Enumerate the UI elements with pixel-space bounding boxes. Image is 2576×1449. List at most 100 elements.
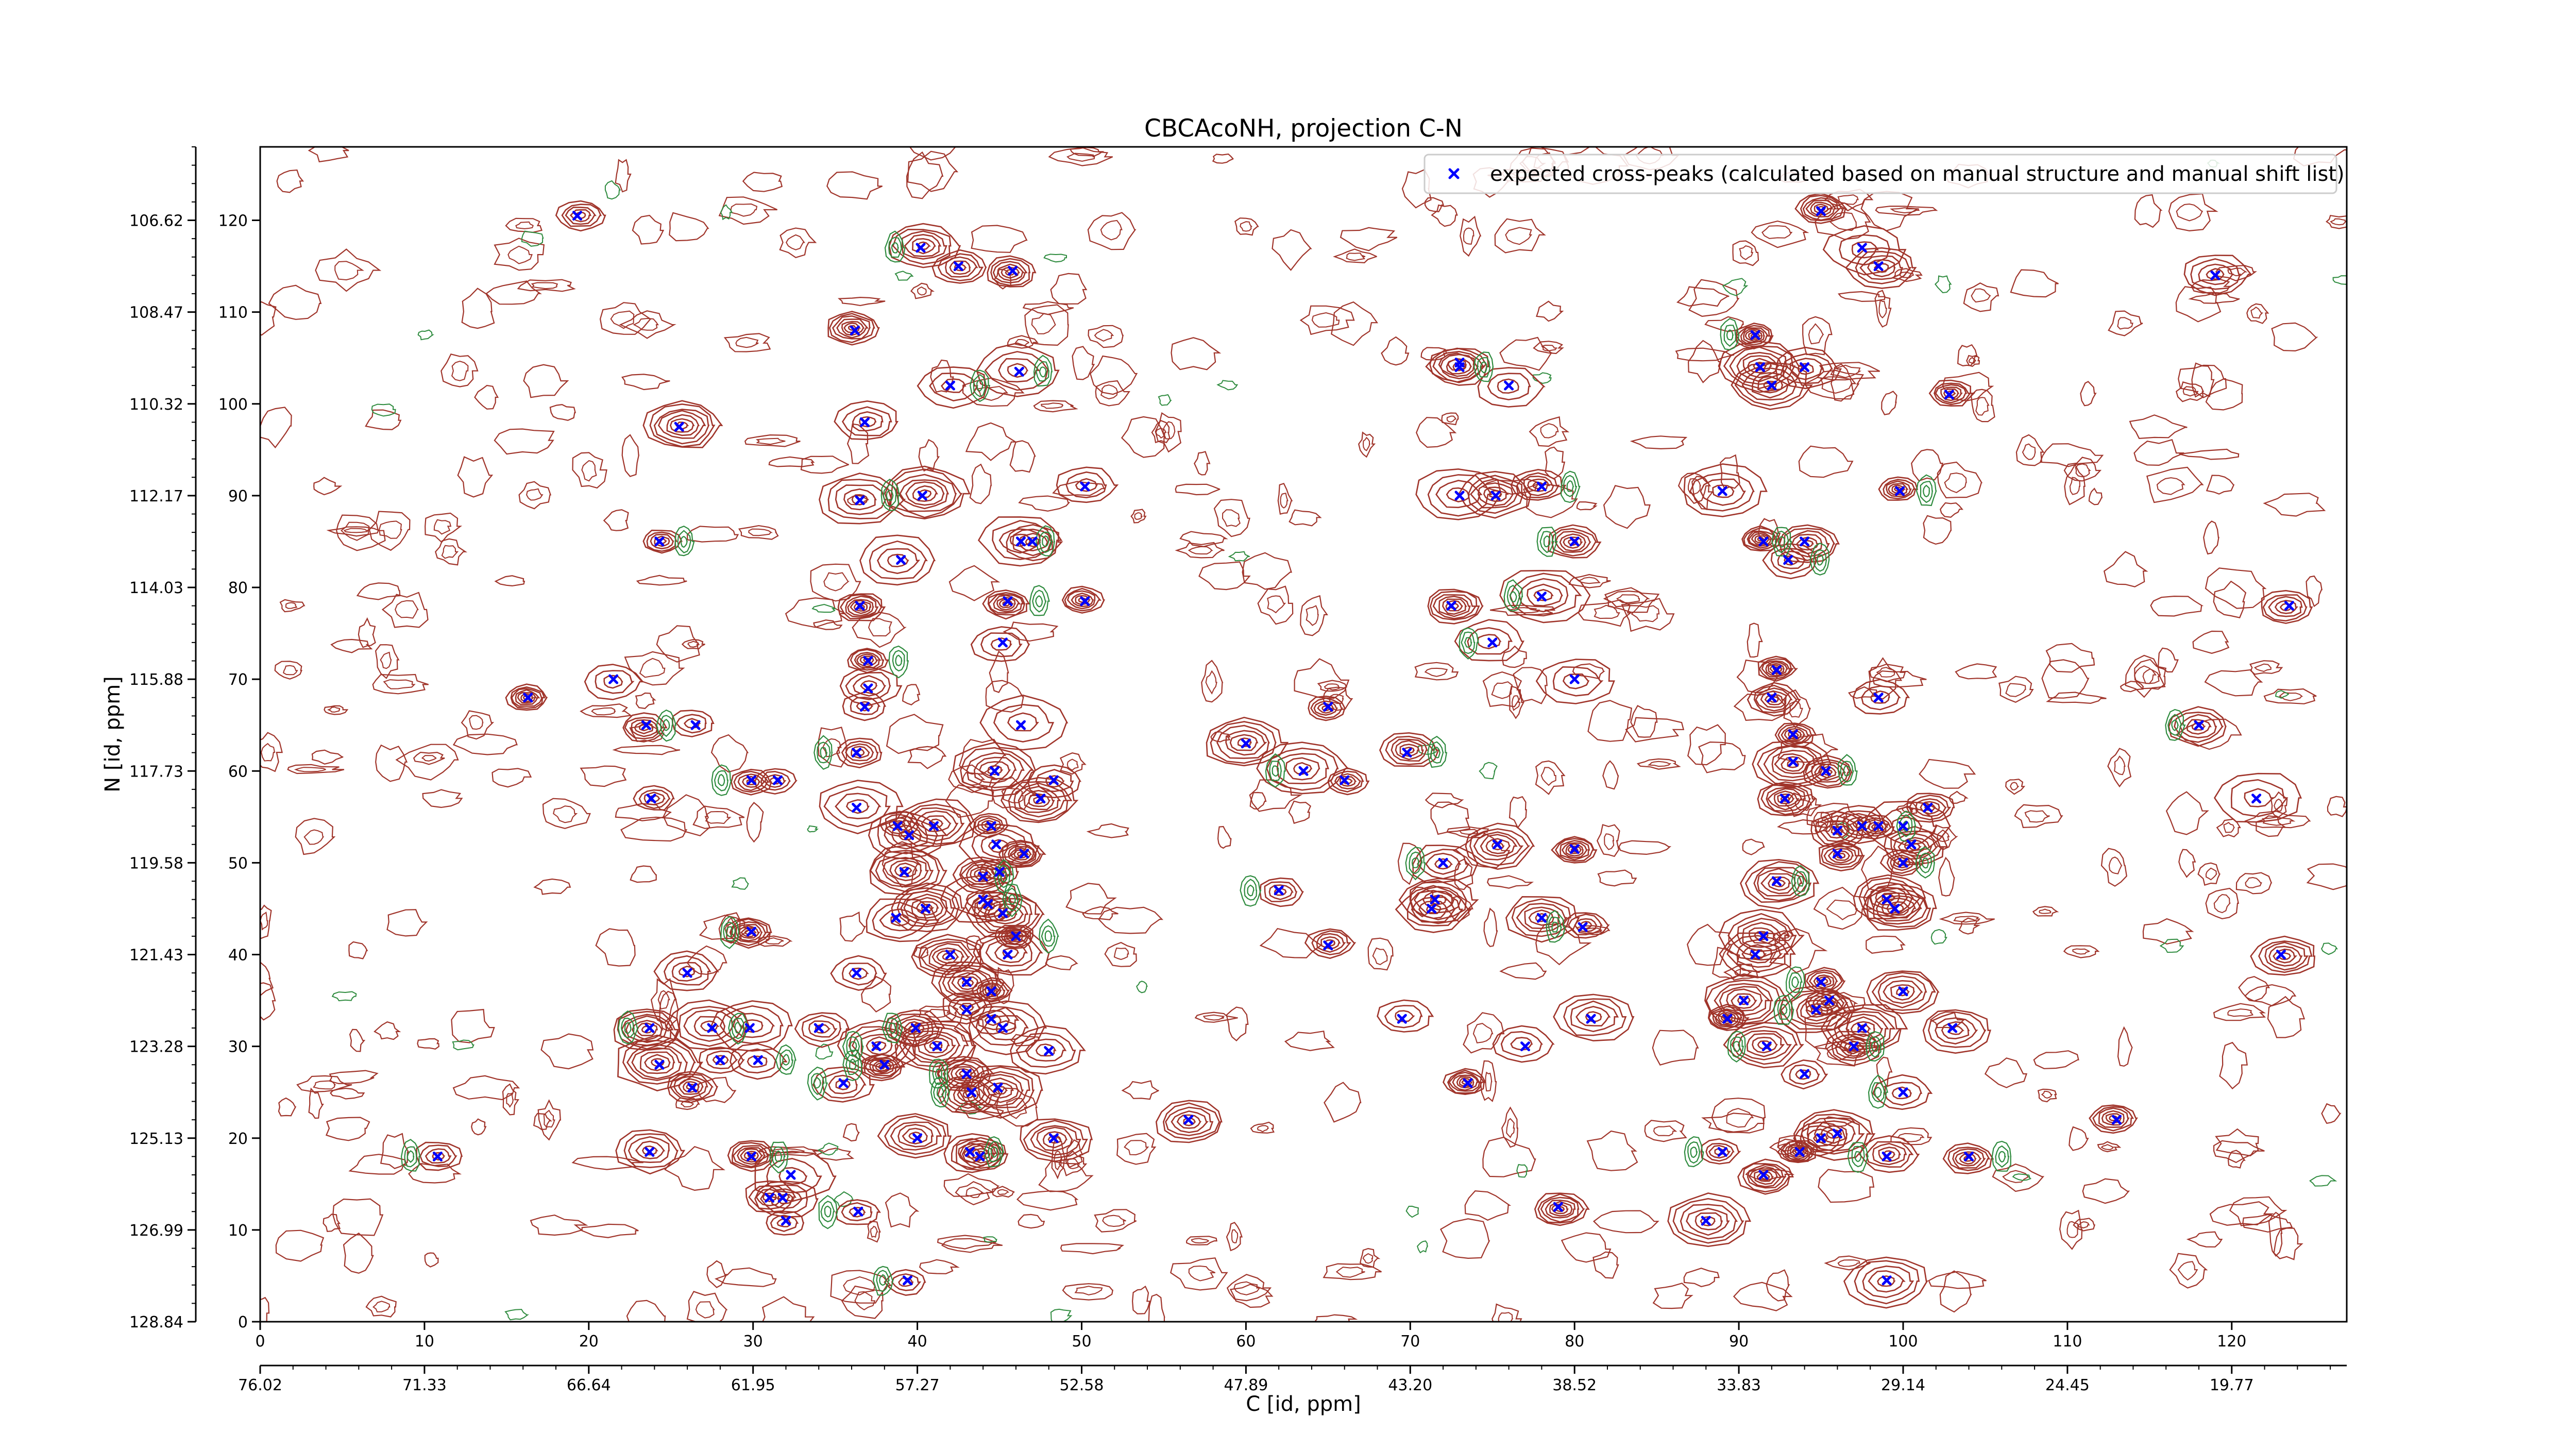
noise-contour (1031, 313, 1056, 334)
cross-peak-marker (1816, 1133, 1826, 1143)
noise-contour (2274, 798, 2284, 812)
noise-contour (1576, 501, 1598, 511)
y-index-tick-label: 40 (228, 947, 248, 965)
cross-peak-marker (921, 903, 930, 914)
noise-contour (1506, 1118, 1515, 1138)
negative-contour (1868, 1036, 1882, 1058)
peak-contour (1317, 703, 1334, 714)
peak-contour (1438, 352, 1475, 377)
noise-contour (2073, 1218, 2096, 1232)
noise-contour (621, 374, 670, 391)
peak-contour (911, 934, 982, 979)
peak-contour (1736, 939, 1783, 968)
cross-peak-marker (1873, 693, 1884, 703)
negative-contour (1029, 585, 1050, 616)
peak-contour (1872, 1074, 1933, 1110)
peak-contour (2244, 788, 2274, 807)
peak-contour (832, 315, 871, 340)
noise-contour (1712, 947, 1742, 980)
noise-contour (507, 245, 533, 264)
peak-contour (2098, 1107, 2130, 1128)
peak-contour (899, 479, 950, 510)
noise-contour (549, 403, 577, 421)
noise-contour (1242, 552, 1292, 590)
negative-contour (1771, 527, 1792, 557)
peak-contour (1483, 486, 1509, 502)
negative-contour (720, 916, 740, 949)
noise-contour (1875, 206, 1938, 216)
peak-contour (1752, 1036, 1778, 1054)
peak-contour (1774, 753, 1811, 774)
cross-peak-marker (1816, 206, 1826, 216)
peak-contour (1427, 588, 1484, 625)
peak-contour (664, 955, 711, 986)
cross-peak-marker (608, 674, 619, 684)
noise-contour (2142, 918, 2194, 945)
noise-contour (1948, 790, 1969, 804)
negative-contour (1269, 761, 1282, 781)
peak-contour (667, 1071, 719, 1103)
noise-contour (2100, 848, 2127, 887)
peak-contour (1395, 740, 1424, 761)
noise-contour (1687, 923, 1732, 966)
x-index-tick-label: 30 (743, 1333, 763, 1351)
noise-contour (1100, 220, 1123, 241)
cross-peak-marker (965, 1147, 975, 1157)
peak-contour (1859, 1135, 1920, 1173)
y-index-tick-label: 100 (218, 396, 248, 414)
noise-contour (639, 658, 666, 678)
x-index-tick-label: 100 (1888, 1333, 1918, 1351)
noise-contour (1482, 1136, 1536, 1177)
cross-peak-marker (1739, 996, 1749, 1006)
peak-contour (835, 1199, 882, 1225)
peak-contour (2174, 711, 2224, 743)
peak-contour (683, 718, 701, 729)
noise-contour (1507, 607, 1540, 614)
noise-contour (1636, 758, 1681, 770)
cross-peak-marker (1800, 1069, 1810, 1079)
peak-contour (884, 465, 971, 520)
peak-contour (1008, 846, 1035, 864)
noise-contour (383, 679, 416, 689)
peak-contour (1497, 378, 1519, 394)
peak-contour (1448, 1071, 1481, 1092)
noise-contour (1088, 325, 1124, 348)
peak-contour (631, 719, 658, 737)
peak-contour (1686, 1207, 1730, 1236)
negative-contour (994, 858, 1014, 894)
cross-peak-marker (753, 1055, 763, 1065)
peak-contour (510, 686, 546, 709)
negative-contour (779, 1049, 794, 1071)
peak-contour (947, 970, 991, 996)
noise-contour (818, 727, 848, 768)
peak-contour (515, 689, 540, 705)
noise-contour (885, 1192, 920, 1228)
peak-contour (849, 967, 869, 980)
cross-peak-marker (1800, 362, 1810, 372)
peak-contour (894, 863, 918, 878)
noise-contour (451, 360, 469, 381)
peak-contour (635, 1140, 666, 1159)
noise-contour (2032, 906, 2059, 917)
peak-contour (984, 351, 1050, 391)
peak-contour (1452, 1074, 1479, 1091)
noise-contour (1016, 1190, 1079, 1211)
cross-peak-marker (991, 839, 1002, 850)
noise-contour (633, 317, 659, 331)
peak-contour (1518, 578, 1569, 613)
cross-peak-marker (1717, 486, 1727, 496)
peak-contour (1715, 1009, 1740, 1025)
y-index-tick-label: 90 (228, 487, 248, 506)
noise-contour (1490, 604, 1556, 616)
noise-contour (902, 684, 921, 705)
noise-contour (686, 526, 739, 543)
cross-peak-marker (2251, 794, 2262, 804)
noise-contour (1007, 335, 1039, 349)
noise-contour (2182, 386, 2199, 397)
noise-contour (441, 545, 459, 559)
peak-contour (987, 592, 1026, 616)
noise-contour (842, 1123, 860, 1142)
noise-contour (1430, 801, 1471, 835)
peak-contour (987, 1082, 1014, 1099)
peak-contour (517, 692, 537, 704)
